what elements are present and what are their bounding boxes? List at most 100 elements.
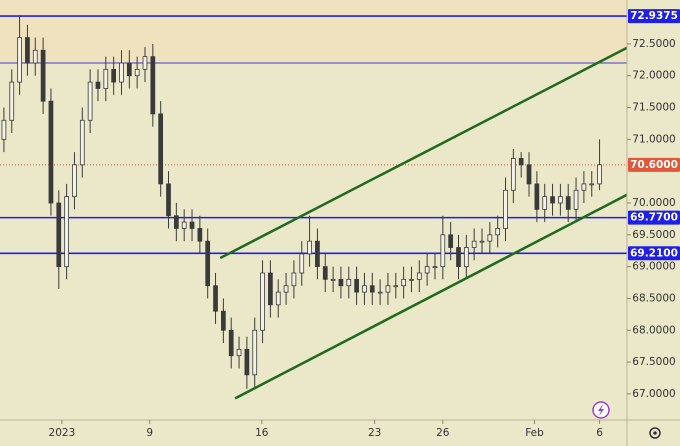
candle-body	[558, 196, 563, 204]
candle-body	[573, 189, 579, 210]
candle-body	[409, 278, 414, 281]
candle-body	[103, 68, 109, 89]
candle-body	[385, 285, 391, 293]
price-label-box	[628, 246, 680, 261]
candle-body	[510, 158, 516, 191]
candle-body	[189, 221, 195, 229]
candle-body	[126, 62, 132, 77]
candle-body	[487, 234, 493, 242]
y-tick-label: 68.5000	[632, 292, 675, 304]
trend-line	[234, 193, 628, 400]
candle-body	[275, 291, 281, 306]
price-label-box	[628, 9, 680, 24]
candle-body	[95, 81, 101, 89]
y-tick-label: 71.5000	[632, 102, 675, 114]
candle-body	[448, 234, 454, 248]
candle-body	[315, 240, 320, 268]
x-tick-label: 26	[436, 427, 450, 439]
candle-body	[142, 56, 148, 70]
candle-body	[56, 202, 62, 268]
candle-body	[338, 278, 344, 287]
trend-line	[219, 46, 628, 260]
settings-icon[interactable]	[649, 427, 661, 439]
y-tick-label: 71.0000	[632, 133, 675, 145]
candle-body	[581, 183, 587, 191]
candle-body	[393, 285, 399, 288]
candle-body	[401, 278, 406, 287]
candle-body	[542, 196, 548, 210]
candle-body	[416, 272, 422, 280]
candle-body	[526, 164, 532, 185]
lightning-icon[interactable]	[592, 401, 610, 419]
candle-body	[1, 119, 7, 140]
candle-body	[597, 164, 602, 185]
candle-body	[87, 81, 93, 121]
upper-band	[0, 0, 627, 63]
candle-body	[268, 272, 273, 306]
candle-body	[424, 266, 430, 274]
candle-body	[79, 119, 85, 166]
candle-body	[158, 113, 164, 185]
candle-body	[362, 285, 367, 293]
candle-body	[550, 196, 555, 204]
candle-body	[150, 56, 156, 115]
y-tick-label: 67.5000	[632, 356, 675, 368]
candle-body	[479, 240, 485, 243]
candle-body	[291, 272, 297, 287]
upper-band-layer	[0, 0, 627, 63]
candle-body	[307, 240, 312, 255]
candle-body	[213, 285, 218, 312]
candle-body	[228, 329, 234, 357]
candle-body	[134, 68, 140, 77]
candle-body	[456, 247, 461, 268]
candle-body	[40, 49, 46, 102]
candle-body	[432, 266, 438, 269]
x-tick-label: Feb	[525, 427, 544, 439]
candle-body	[252, 329, 258, 376]
x-tick-label: 2023	[49, 427, 76, 439]
y-tick-label: 68.0000	[632, 324, 675, 336]
candle-body	[330, 278, 336, 281]
candle-body	[440, 234, 446, 268]
plot-area	[0, 15, 628, 400]
candle-body	[32, 49, 38, 64]
candle-body	[322, 266, 328, 280]
x-tick-label: 6	[596, 427, 603, 439]
candle-body	[503, 189, 508, 229]
y-tick-label: 67.0000	[632, 388, 675, 400]
price-label-box	[628, 210, 680, 225]
price-label: 69.7700	[630, 212, 678, 224]
candle-body	[377, 291, 383, 294]
candle-body	[565, 196, 571, 210]
candle-body	[346, 278, 352, 287]
candle-body	[9, 81, 15, 121]
candle-body	[463, 247, 469, 268]
candle-body	[471, 240, 477, 248]
candle-body	[25, 37, 30, 64]
candle-body	[589, 183, 595, 186]
candle-body	[181, 221, 187, 229]
candle-body	[111, 68, 117, 83]
candle-body	[534, 183, 540, 210]
gear-center	[653, 431, 657, 435]
candle-body	[64, 196, 69, 268]
candle-body	[17, 37, 22, 83]
price-label: 72.9375	[630, 10, 678, 22]
candle-body	[48, 100, 54, 204]
price-label-box	[628, 157, 680, 172]
candle-body	[244, 348, 250, 376]
y-tick-label: 72.0000	[632, 70, 675, 82]
y-tick-label: 70.0000	[632, 197, 675, 209]
candle-body	[221, 310, 226, 331]
gear[interactable]	[649, 427, 661, 439]
price-label: 69.2100	[630, 247, 678, 259]
candle-body	[354, 278, 359, 293]
candle-body	[299, 253, 305, 274]
candle-body	[72, 164, 77, 198]
x-tick-label: 9	[146, 427, 153, 439]
x-tick-label: 16	[255, 427, 269, 439]
candle-body	[369, 285, 375, 293]
candle-body	[197, 228, 203, 242]
